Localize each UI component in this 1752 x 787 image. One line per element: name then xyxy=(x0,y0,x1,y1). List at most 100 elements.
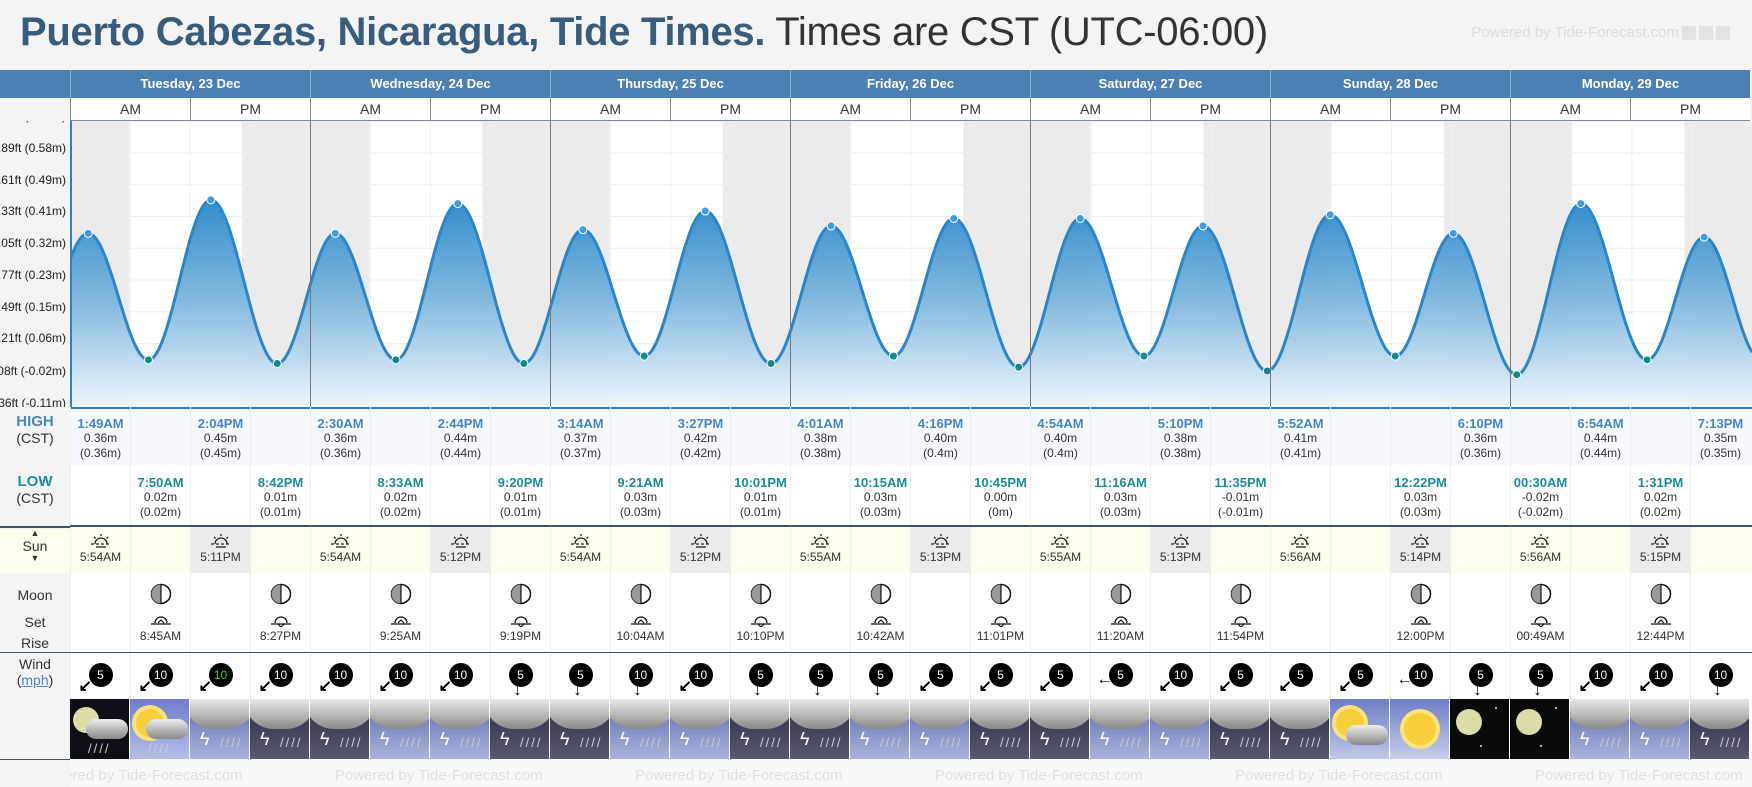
lightning-icon: ϟ xyxy=(1700,729,1710,749)
low-tide-height: 0.02m xyxy=(143,490,178,504)
wind-speed-badge: 10 ↓ xyxy=(1708,663,1733,699)
rain-icon: //// xyxy=(1720,735,1743,750)
weather-storm-night-icon: ϟ //// xyxy=(1030,699,1089,759)
rain-icon: //// xyxy=(148,741,171,756)
weather-storm-night-icon: ϟ //// xyxy=(1270,699,1329,759)
wind-speed: 5 xyxy=(757,668,764,682)
star-icon xyxy=(1555,707,1557,709)
low-tide-height: (0.03m) xyxy=(859,505,902,519)
sun-cell xyxy=(1330,527,1390,573)
sunset-icon xyxy=(1151,533,1210,550)
rain-icon: //// xyxy=(520,735,543,750)
rain-icon: //// xyxy=(460,735,483,750)
storm-cloud-icon xyxy=(1270,699,1329,729)
wind-direction-arrow-icon: ↙ xyxy=(1338,678,1352,695)
low-tide-height: (0.03m) xyxy=(1099,505,1142,519)
low-tide-cell xyxy=(1450,466,1510,525)
period-pm: PM xyxy=(910,98,1030,121)
storm-cloud-icon xyxy=(1090,699,1149,729)
low-tide-height: 0.01m xyxy=(743,490,778,504)
wind-speed-badge: 10 ↙ xyxy=(259,663,293,695)
low-tide-height: (0.02m) xyxy=(1639,505,1682,519)
low-tide-point xyxy=(1390,351,1400,361)
wind-speed: 5 xyxy=(1297,668,1304,682)
high-tide-height: (0.37m) xyxy=(559,446,602,460)
rain-icon: //// xyxy=(1180,735,1203,750)
weather-day-cloud-rain-icon: //// xyxy=(130,699,189,759)
low-tide-cell xyxy=(310,466,370,525)
high-tide-height: (0.38m) xyxy=(1159,446,1202,460)
high-tide-cell: 1:49AM 0.36m (0.36m) xyxy=(70,407,130,466)
moon-cell xyxy=(910,573,970,652)
high-tide-cell xyxy=(730,407,790,466)
wind-direction-arrow-icon: ↙ xyxy=(1038,678,1052,695)
sun-cell xyxy=(850,527,910,573)
tide-chart xyxy=(70,121,1752,407)
wind-speed: 10 xyxy=(1173,668,1188,682)
moon-rise-time: 12:44PM xyxy=(1636,629,1685,643)
moon-cell xyxy=(790,573,850,652)
sunrise-time: 5:56AM xyxy=(1519,550,1562,564)
moon-phase-icon xyxy=(851,583,910,607)
period-pm: PM xyxy=(1630,98,1750,121)
storm-cloud-icon xyxy=(550,699,609,729)
powered-by-link[interactable]: Powered by Tide-Forecast.com xyxy=(1471,24,1730,41)
y-tick-label: 1.61ft (0.49m) xyxy=(0,172,66,187)
moon-phase-icon xyxy=(251,583,310,607)
high-tide-time: 4:16PM xyxy=(917,416,964,431)
low-tide-height: (0.02m) xyxy=(139,505,182,519)
sun-cell: 5:56AM xyxy=(1270,527,1330,573)
lightning-icon: ϟ xyxy=(860,729,870,749)
tide-table: Tuesday, 23 Dec AM PM 1:49AM 0.36m (0.36m) 5:5… xyxy=(70,70,1752,787)
moon-phase-icon xyxy=(131,583,190,607)
storm-cloud-icon xyxy=(250,699,309,729)
star-icon xyxy=(1480,745,1482,747)
high-tide-height: 0.35m xyxy=(1703,431,1738,445)
moon-phase-icon xyxy=(1511,583,1570,607)
sunrise-time: 5:54AM xyxy=(319,550,362,564)
moon-cell: 10:10PM xyxy=(730,573,790,652)
high-tide-time: 3:27PM xyxy=(677,416,724,431)
high-tide-height: 0.36m xyxy=(1463,431,1498,445)
mph-unit-link[interactable]: mph xyxy=(21,672,49,688)
moonrise-icon xyxy=(611,613,670,629)
storm-cloud-icon xyxy=(1570,699,1629,729)
chart-baseline xyxy=(70,407,1752,409)
moon-set-time: 11:01PM xyxy=(976,629,1025,643)
wind-speed-badge: 5 ↙ xyxy=(919,663,953,695)
moon-cell: 11:20AM xyxy=(1090,573,1150,652)
wind-speed: 10 xyxy=(1593,668,1608,682)
wind-direction-arrow-icon: ↙ xyxy=(78,678,92,695)
lightning-icon: ϟ xyxy=(620,729,630,749)
weather-storm-day-icon: ϟ //// xyxy=(910,699,969,759)
wind-direction-arrow-icon: ↙ xyxy=(1158,678,1172,695)
lightning-icon: ϟ xyxy=(740,729,750,749)
storm-cloud-icon xyxy=(190,699,249,729)
wind-direction-arrow-icon: ↙ xyxy=(1278,678,1292,695)
wind-cell: 5 ↙ xyxy=(910,653,970,699)
low-tide-time: 9:21AM xyxy=(617,475,664,490)
high-tide-height: 0.36m xyxy=(83,431,118,445)
high-tide-cell xyxy=(850,407,910,466)
weather-storm-night-icon: ϟ //// xyxy=(550,699,609,759)
sun-cell xyxy=(250,527,310,573)
high-tide-cell xyxy=(130,407,190,466)
wind-speed-badge: 5 ↓ xyxy=(868,663,893,699)
high-tide-point xyxy=(826,221,836,231)
low-tide-height: 0.02m xyxy=(383,490,418,504)
moon-cell xyxy=(1330,573,1390,652)
period-pm: PM xyxy=(670,98,790,121)
high-tide-height: 0.44m xyxy=(1583,431,1618,445)
wind-cell: 5 ← xyxy=(1090,653,1150,699)
wind-direction-arrow-icon: ↙ xyxy=(918,678,932,695)
high-tide-cell xyxy=(250,407,310,466)
high-tide-height: (0.4m) xyxy=(923,446,958,460)
sunset-icon xyxy=(911,533,970,550)
low-tide-cell xyxy=(1570,466,1630,525)
high-tide-point xyxy=(206,195,216,205)
wind-cell: 5 ↓ xyxy=(1510,653,1570,699)
moon-logo-icon xyxy=(1716,26,1730,41)
period-pm: PM xyxy=(430,98,550,121)
low-tide-cell: 9:20PM 0.01m (0.01m) xyxy=(490,466,550,525)
low-tide-time: 00:30AM xyxy=(1513,475,1568,490)
